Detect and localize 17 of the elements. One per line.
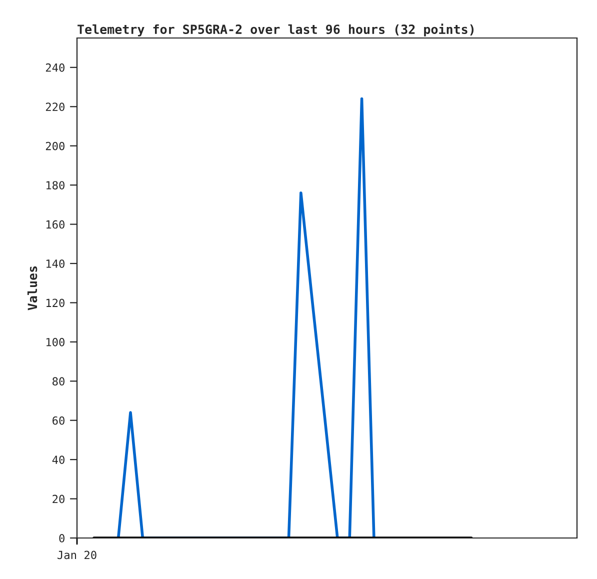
y-tick-label: 200 xyxy=(46,142,64,150)
y-tick-label: 140 xyxy=(46,259,64,268)
y-tick-label: 240 xyxy=(46,63,64,72)
y-axis-title: Values xyxy=(27,266,38,310)
chart-title: Telemetry for SP5GRA-2 over last 96 hours (32 points) xyxy=(78,24,474,36)
y-tick-label: 120 xyxy=(46,298,64,308)
y-tick-label: 180 xyxy=(46,181,64,190)
y-tick-label: 60 xyxy=(52,416,64,425)
y-tick-label: 220 xyxy=(46,102,64,112)
y-tick-label: 80 xyxy=(52,377,64,386)
y-tick-label: 160 xyxy=(46,220,64,229)
y-tick-label: 20 xyxy=(52,494,64,504)
y-tick-label: 0 xyxy=(59,534,64,542)
y-tick-label: 100 xyxy=(46,338,64,346)
y-tick-label: 40 xyxy=(52,456,64,464)
line-series xyxy=(116,97,376,538)
text: Jan 20 xyxy=(58,550,96,560)
